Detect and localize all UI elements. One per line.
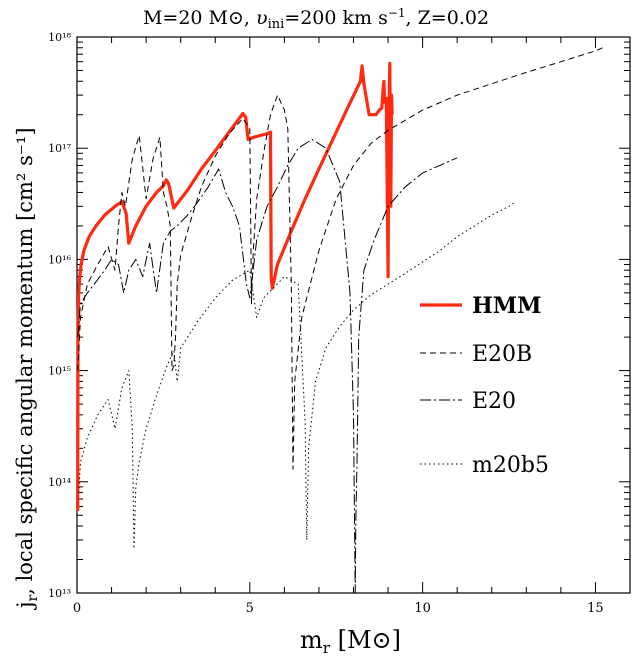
title-metallicity: , Z=0.02: [406, 7, 490, 29]
y-axis-label-sub: r: [25, 594, 41, 601]
y-tick-label: 10¹⁷: [48, 142, 71, 155]
title-velocity-exp: −1: [388, 6, 406, 20]
axis-tick-labels: 0 5 10 15 10¹³ 10¹⁴ 10¹⁵ 10¹⁶ 10¹⁷ 10¹⁸: [48, 31, 604, 616]
series-line-e20b: [77, 47, 603, 470]
x-tick-label: 15: [587, 601, 604, 616]
series-line-hmm: [76, 61, 394, 511]
chart-title: M=20 M⊙, υini=200 km s−1, Z=0.02: [143, 6, 489, 32]
series-line-m20b5: [78, 201, 517, 550]
legend: HMM E20B E20 m20b5: [420, 293, 549, 478]
y-axis-label: jr, local specific angular momentum [cm²…: [13, 127, 41, 611]
legend-label-e20: E20: [472, 389, 516, 414]
title-velocity-symbol: υ: [256, 7, 268, 29]
x-tick-label: 5: [246, 601, 254, 616]
x-tick-label: 0: [73, 601, 81, 616]
axis-ticks: [76, 36, 631, 594]
x-axis-label-symbol: m: [300, 626, 323, 654]
x-axis-label: mr [M⊙]: [300, 626, 401, 657]
title-velocity-value: =200 km s: [284, 7, 388, 29]
y-tick-label: 10¹⁸: [48, 31, 71, 44]
x-tick-label: 10: [414, 601, 431, 616]
title-velocity-sub: ini: [268, 17, 285, 32]
y-axis-label-symbol: j: [13, 601, 37, 611]
y-axis-label-text: , local specific angular momentum [cm² s…: [13, 127, 37, 594]
plot-frame: [76, 36, 631, 594]
legend-label-hmm: HMM: [472, 293, 542, 319]
series-group: [76, 47, 603, 594]
x-axis-label-sub: r: [323, 639, 331, 657]
y-tick-label: 10¹⁵: [48, 365, 71, 378]
legend-label-m20b5: m20b5: [472, 453, 549, 478]
series-line-e20: [77, 138, 458, 594]
title-mass: M=20 M: [143, 7, 228, 29]
y-tick-label: 10¹⁴: [48, 476, 71, 489]
legend-label-e20b: E20B: [472, 342, 532, 367]
y-tick-label: 10¹³: [48, 587, 71, 600]
x-axis-label-unit: [M⊙]: [338, 626, 401, 654]
title-sun-symbol: ⊙: [228, 7, 244, 29]
y-tick-label: 10¹⁶: [48, 253, 71, 266]
